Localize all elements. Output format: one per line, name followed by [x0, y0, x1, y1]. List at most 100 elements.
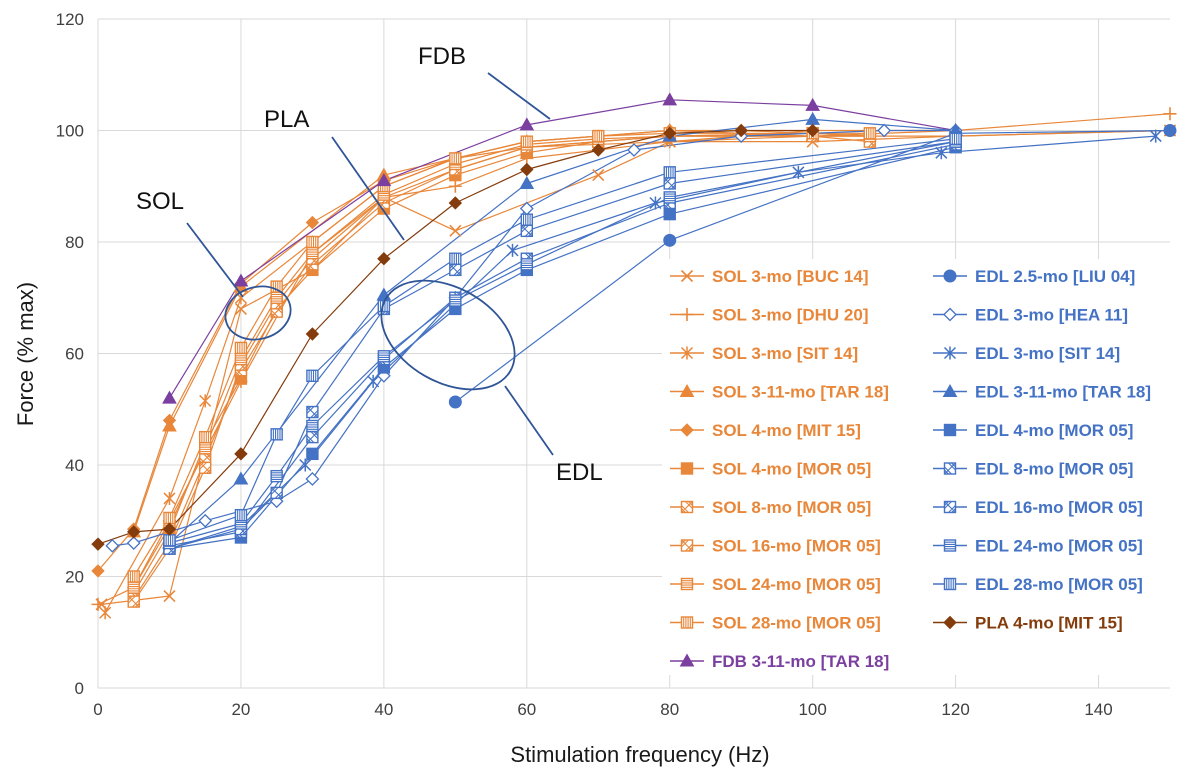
data-point-edl-3-mo-hea-11: [126, 536, 141, 550]
data-point-pla-4-mo-mit-15: [591, 143, 605, 157]
legend-swatch-marker: [943, 577, 957, 591]
data-point-edl-3-mo-hea-11: [105, 538, 120, 553]
legend-label: EDL 28-mo [MOR 05]: [975, 575, 1143, 594]
data-point-edl-4-mo-mor-05: [306, 447, 319, 461]
legend-item-edl-3-mo-hea-11: EDL 3-mo [HEA 11]: [933, 306, 1128, 325]
legend-swatch-marker: [680, 308, 694, 321]
data-point-sol-16-mo-mor-05: [198, 461, 212, 474]
legend-label: SOL 8-mo [MOR 05]: [712, 498, 871, 517]
data-point-sol-28-mo-mor-05: [127, 570, 140, 583]
legend-label: SOL 3-mo [SIT 14]: [712, 344, 858, 363]
legend-item-sol-3-mo-sit-14: SOL 3-mo [SIT 14]: [670, 344, 858, 363]
callout-line-sol: [186, 222, 244, 298]
legend-item-edl-3-mo-sit-14: EDL 3-mo [SIT 14]: [933, 344, 1120, 363]
callout-line-fdb: [487, 72, 551, 120]
callout-ellipse-sol: [224, 285, 292, 341]
data-point-pla-4-mo-mit-15: [91, 537, 105, 551]
legend-item-sol-8-mo-mor-05: SOL 8-mo [MOR 05]: [670, 498, 871, 517]
x-tick-label: 140: [1084, 700, 1112, 719]
x-tick-label: 80: [660, 700, 679, 719]
data-point-sol-28-mo-mor-05: [306, 235, 319, 249]
legend-item-sol-24-mo-mor-05: SOL 24-mo [MOR 05]: [670, 575, 881, 594]
legend-swatch-marker: [943, 346, 957, 360]
data-point-sol-28-mo-mor-05: [270, 280, 283, 293]
data-point-sol-3-mo-buc-14: [592, 169, 605, 182]
legend-label: SOL 3-mo [BUC 14]: [712, 267, 869, 286]
data-point-sol-3-mo-dhu-20: [1163, 107, 1177, 121]
x-tick-label: 20: [231, 700, 250, 719]
legend-item-edl-8-mo-mor-05: EDL 8-mo [MOR 05]: [933, 460, 1133, 479]
legend-item-sol-3-mo-dhu-20: SOL 3-mo [DHU 20]: [670, 306, 869, 325]
legend-swatch-marker: [943, 462, 957, 475]
data-point-sol-3-mo-sit-14: [99, 606, 112, 620]
data-point-sol-3-mo-sit-14: [163, 491, 176, 505]
legend-swatch-marker: [680, 539, 694, 552]
data-point-edl-16-mo-mor-05: [520, 224, 533, 238]
legend-label: EDL 8-mo [MOR 05]: [975, 460, 1133, 479]
data-point-sol-24-mo-mor-05: [270, 291, 283, 304]
data-point-sol-3-mo-buc-14: [234, 302, 247, 315]
tick-labels: 0 20 40 60 80 100 120 0 20 40 60 80 100 120 140: [56, 10, 1113, 719]
data-point-edl-3-mo-sit-14: [935, 146, 948, 160]
callout-label-pla: PLA: [264, 106, 309, 133]
data-point-sol-28-mo-mor-05: [592, 129, 605, 143]
data-point-sol-3-mo-sit-14: [199, 394, 212, 408]
legend-swatch-marker: [942, 383, 958, 397]
data-point-edl-24-mo-mor-05: [270, 469, 283, 483]
series-line-edl-2-5-mo-liu-04: [454, 129, 1171, 403]
data-point-sol-4-mo-mit-15: [305, 215, 320, 230]
data-point-edl-2-5-mo-liu-04: [663, 233, 677, 247]
y-tick-label: 100: [56, 122, 84, 141]
legend-item-sol-4-mo-mit-15: SOL 4-mo [MIT 15]: [670, 421, 861, 440]
data-point-sol-3-mo-buc-14: [449, 224, 462, 237]
legend-item-pla-4-mo-mit-15: PLA 4-mo [MIT 15]: [933, 614, 1123, 633]
legend-swatch-marker: [680, 423, 694, 437]
callout-ellipse-edl: [380, 279, 516, 391]
x-axis-title: Stimulation frequency (Hz): [510, 742, 769, 767]
x-tick-label: 60: [517, 700, 536, 719]
data-point-pla-4-mo-mit-15: [162, 522, 177, 536]
x-tick-label: 0: [93, 700, 102, 719]
data-point-sol-4-mo-mit-15: [162, 413, 177, 428]
y-tick-label: 0: [75, 679, 84, 698]
x-tick-label: 100: [798, 700, 826, 719]
data-point-pla-4-mo-mit-15: [805, 123, 820, 138]
legend-label: EDL 3-11-mo [TAR 18]: [975, 383, 1151, 402]
data-point-edl-24-mo-mor-05: [663, 191, 676, 204]
legend-label: SOL 28-mo [MOR 05]: [712, 614, 881, 633]
data-point-pla-4-mo-mit-15: [377, 252, 391, 266]
y-tick-label: 20: [65, 568, 84, 587]
data-point-sol-28-mo-mor-05: [163, 511, 176, 525]
legend-swatch-marker: [680, 500, 694, 514]
data-point-edl-3-mo-sit-14: [506, 243, 519, 257]
legend-label: PLA 4-mo [MIT 15]: [975, 614, 1123, 633]
data-point-edl-24-mo-mor-05: [520, 258, 533, 271]
legend-item-edl-2-5-mo-liu-04: EDL 2.5-mo [LIU 04]: [933, 267, 1135, 286]
legend-label: SOL 4-mo [MOR 05]: [712, 460, 871, 479]
legend-label: SOL 4-mo [MIT 15]: [712, 421, 861, 440]
data-point-edl-28-mo-mor-05: [306, 369, 319, 382]
data-point-edl-3-mo-sit-14: [792, 165, 805, 179]
data-point-fdb-3-11-mo-tar-18: [805, 97, 821, 111]
data-point-sol-24-mo-mor-05: [198, 442, 212, 455]
data-point-edl-28-mo-mor-05: [663, 166, 676, 179]
data-point-edl-3-mo-hea-11: [877, 123, 892, 138]
x-tick-label: 40: [374, 700, 393, 719]
data-point-edl-24-mo-mor-05: [306, 419, 319, 433]
series-line-edl-3-mo-hea-11: [112, 129, 956, 547]
data-point-sol-4-mo-mit-15: [91, 564, 105, 578]
data-point-pla-4-mo-mit-15: [305, 327, 320, 341]
data-point-edl-3-11-mo-tar-18: [805, 111, 821, 125]
data-point-edl-3-11-mo-tar-18: [519, 175, 535, 189]
data-point-edl-28-mo-mor-05: [270, 428, 283, 441]
callout-label-fdb: FDB: [418, 43, 466, 70]
data-point-edl-28-mo-mor-05: [949, 132, 962, 146]
x-tick-label: 120: [941, 700, 969, 719]
data-point-edl-3-mo-hea-11: [627, 143, 641, 157]
data-point-sol-24-mo-mor-05: [234, 352, 248, 366]
legend-label: EDL 4-mo [MOR 05]: [975, 421, 1133, 440]
legend-item-edl-24-mo-mor-05: EDL 24-mo [MOR 05]: [933, 537, 1143, 556]
legend-swatch-marker: [680, 577, 694, 591]
legend-label: EDL 24-mo [MOR 05]: [975, 537, 1143, 556]
